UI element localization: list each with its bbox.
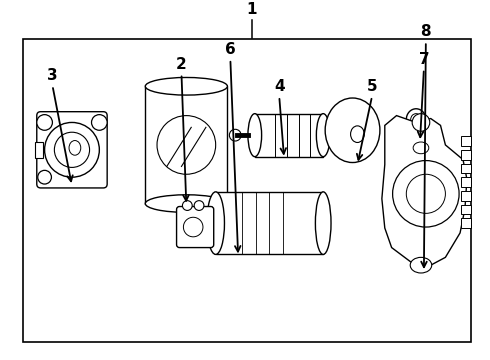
Circle shape [45, 122, 99, 177]
Text: 4: 4 [274, 79, 285, 94]
Ellipse shape [325, 98, 380, 162]
Circle shape [92, 114, 107, 130]
Circle shape [38, 170, 51, 184]
Bar [146, 86, 227, 204]
Bar [461, 150, 471, 159]
Circle shape [392, 161, 459, 227]
Ellipse shape [422, 131, 433, 143]
Ellipse shape [207, 192, 224, 255]
Text: 3: 3 [47, 68, 58, 84]
Ellipse shape [316, 192, 331, 255]
Ellipse shape [394, 126, 414, 148]
Ellipse shape [406, 109, 426, 130]
Circle shape [412, 114, 430, 131]
Bar [461, 218, 471, 228]
Ellipse shape [411, 114, 421, 125]
Text: 5: 5 [367, 79, 377, 94]
Bar [461, 191, 471, 201]
Ellipse shape [399, 131, 410, 143]
Bar [461, 204, 471, 214]
Bar [216, 192, 323, 255]
Circle shape [37, 114, 52, 130]
Text: 7: 7 [418, 52, 429, 67]
Ellipse shape [146, 77, 227, 95]
Ellipse shape [350, 126, 364, 143]
Bar [461, 136, 471, 146]
Ellipse shape [410, 257, 432, 273]
Bar [23, 39, 471, 342]
Ellipse shape [69, 140, 81, 155]
Circle shape [54, 132, 90, 167]
Polygon shape [382, 116, 467, 265]
Ellipse shape [413, 142, 429, 154]
Ellipse shape [317, 114, 330, 157]
Circle shape [157, 116, 216, 174]
Ellipse shape [183, 217, 203, 237]
Ellipse shape [248, 114, 262, 157]
Text: 1: 1 [246, 2, 257, 17]
Circle shape [182, 201, 192, 211]
Text: 6: 6 [225, 42, 236, 57]
FancyBboxPatch shape [37, 112, 107, 188]
Circle shape [229, 129, 241, 141]
Ellipse shape [146, 195, 227, 212]
Circle shape [406, 174, 445, 213]
FancyBboxPatch shape [176, 207, 214, 248]
Bar [461, 177, 471, 187]
Text: 8: 8 [420, 24, 431, 39]
Bar [461, 163, 471, 173]
Bar [35, 142, 43, 158]
Ellipse shape [418, 126, 438, 148]
Text: 2: 2 [176, 57, 187, 72]
Bar [255, 114, 323, 157]
Circle shape [194, 201, 204, 211]
